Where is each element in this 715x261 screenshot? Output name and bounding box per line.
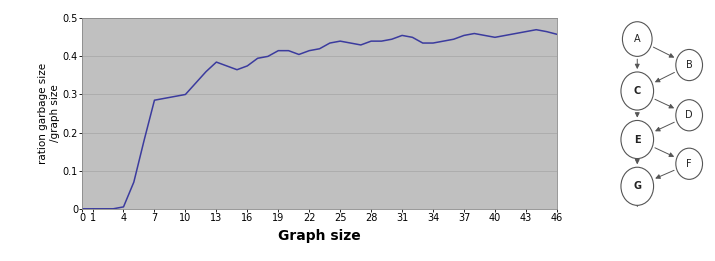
Text: A: A <box>634 34 641 44</box>
Circle shape <box>623 22 652 56</box>
Text: G: G <box>633 181 641 191</box>
Circle shape <box>676 49 703 81</box>
Text: E: E <box>634 134 641 145</box>
Circle shape <box>621 72 654 110</box>
X-axis label: Graph size: Graph size <box>278 229 361 242</box>
Circle shape <box>621 121 654 159</box>
Text: D: D <box>686 110 693 120</box>
Y-axis label: ration garbage size
/graph size: ration garbage size /graph size <box>39 63 60 164</box>
Circle shape <box>676 148 703 179</box>
Circle shape <box>621 167 654 205</box>
Text: C: C <box>633 86 641 96</box>
Circle shape <box>676 100 703 131</box>
Text: B: B <box>686 60 693 70</box>
Text: F: F <box>686 159 692 169</box>
